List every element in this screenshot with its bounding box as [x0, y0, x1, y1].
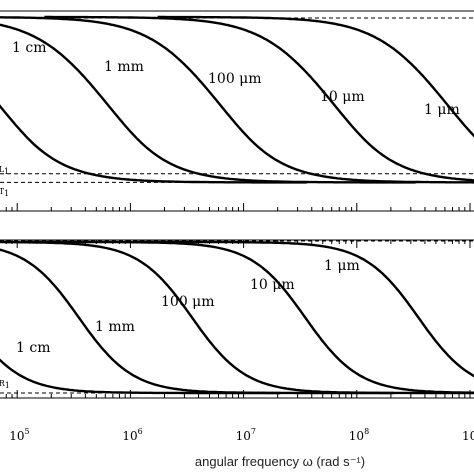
x-tick-label: 106 [122, 427, 142, 443]
bottom-curve-10um [22, 240, 474, 394]
ref-label-cT1: cT1 [0, 180, 9, 198]
top-series-label-1cm: 1 cm [12, 40, 46, 56]
bottom-series-label-1mm: 1 mm [95, 319, 135, 335]
bottom-series-label-10um: 10 μm [250, 277, 295, 293]
x-tick-label: 105 [9, 427, 29, 443]
top-curve-1mm [0, 23, 416, 184]
bottom-panel: cR1 1 cm 1 mm 100 μm 10 μm 1 μm 10410510… [0, 239, 474, 443]
top-curve-10um [44, 15, 474, 182]
x-tick-labels: 104105106107108109 [9, 427, 474, 443]
bottom-curve-100um [0, 240, 474, 395]
bottom-panel-x-ticks [5, 390, 471, 398]
ref-label-cL1: cL1 [0, 158, 9, 176]
top-curve-1cm [0, 104, 307, 184]
top-series-label-1um: 1 μm [424, 102, 460, 118]
bottom-curve-1mm [0, 248, 394, 395]
top-panel: cL1 cT1 1 cm 1 mm 100 μm 10 μm 1 μm [0, 10, 474, 248]
x-tick-label: 109 [462, 427, 474, 443]
top-series-label-100um: 100 μm [208, 71, 262, 87]
bottom-series-label-1um: 1 μm [324, 258, 360, 274]
ref-label-cR1: cR1 [0, 372, 10, 390]
top-series-label-10um: 10 μm [320, 89, 365, 105]
top-curve-100um [0, 16, 474, 184]
bottom-series-label-100um: 100 μm [161, 294, 215, 310]
top-curve-1um [157, 15, 474, 138]
x-tick-label: 107 [236, 427, 256, 443]
top-series-label-1mm: 1 mm [104, 59, 144, 75]
bottom-curve-1um [135, 240, 474, 378]
x-tick-label: 108 [349, 427, 369, 443]
bottom-series-label-1cm: 1 cm [16, 340, 50, 356]
x-axis-title: angular frequency ω (rad s⁻¹) [195, 454, 365, 469]
